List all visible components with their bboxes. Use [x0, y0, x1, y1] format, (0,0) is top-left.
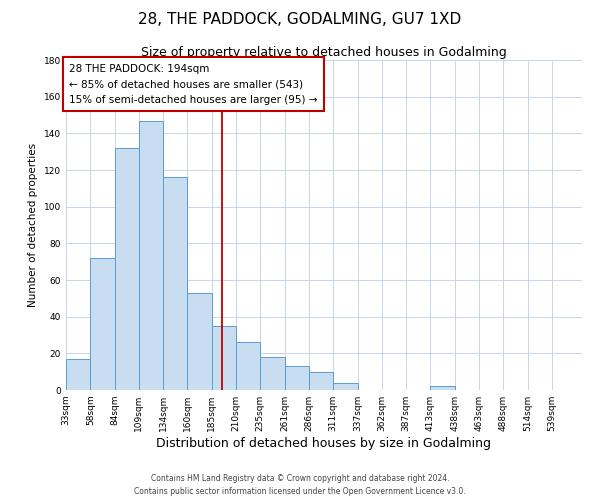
- Text: 28, THE PADDOCK, GODALMING, GU7 1XD: 28, THE PADDOCK, GODALMING, GU7 1XD: [139, 12, 461, 28]
- Bar: [163, 178, 187, 390]
- Bar: [333, 382, 358, 390]
- Bar: [212, 326, 236, 390]
- Bar: [430, 386, 455, 390]
- Bar: [260, 357, 284, 390]
- X-axis label: Distribution of detached houses by size in Godalming: Distribution of detached houses by size …: [157, 437, 491, 450]
- Bar: [139, 120, 163, 390]
- Bar: [284, 366, 309, 390]
- Bar: [66, 359, 90, 390]
- Bar: [236, 342, 260, 390]
- Title: Size of property relative to detached houses in Godalming: Size of property relative to detached ho…: [141, 46, 507, 59]
- Bar: [115, 148, 139, 390]
- Bar: [309, 372, 333, 390]
- Text: 28 THE PADDOCK: 194sqm
← 85% of detached houses are smaller (543)
15% of semi-de: 28 THE PADDOCK: 194sqm ← 85% of detached…: [69, 64, 317, 105]
- Text: Contains HM Land Registry data © Crown copyright and database right 2024.
Contai: Contains HM Land Registry data © Crown c…: [134, 474, 466, 496]
- Bar: [187, 293, 212, 390]
- Bar: [90, 258, 115, 390]
- Y-axis label: Number of detached properties: Number of detached properties: [28, 143, 38, 307]
